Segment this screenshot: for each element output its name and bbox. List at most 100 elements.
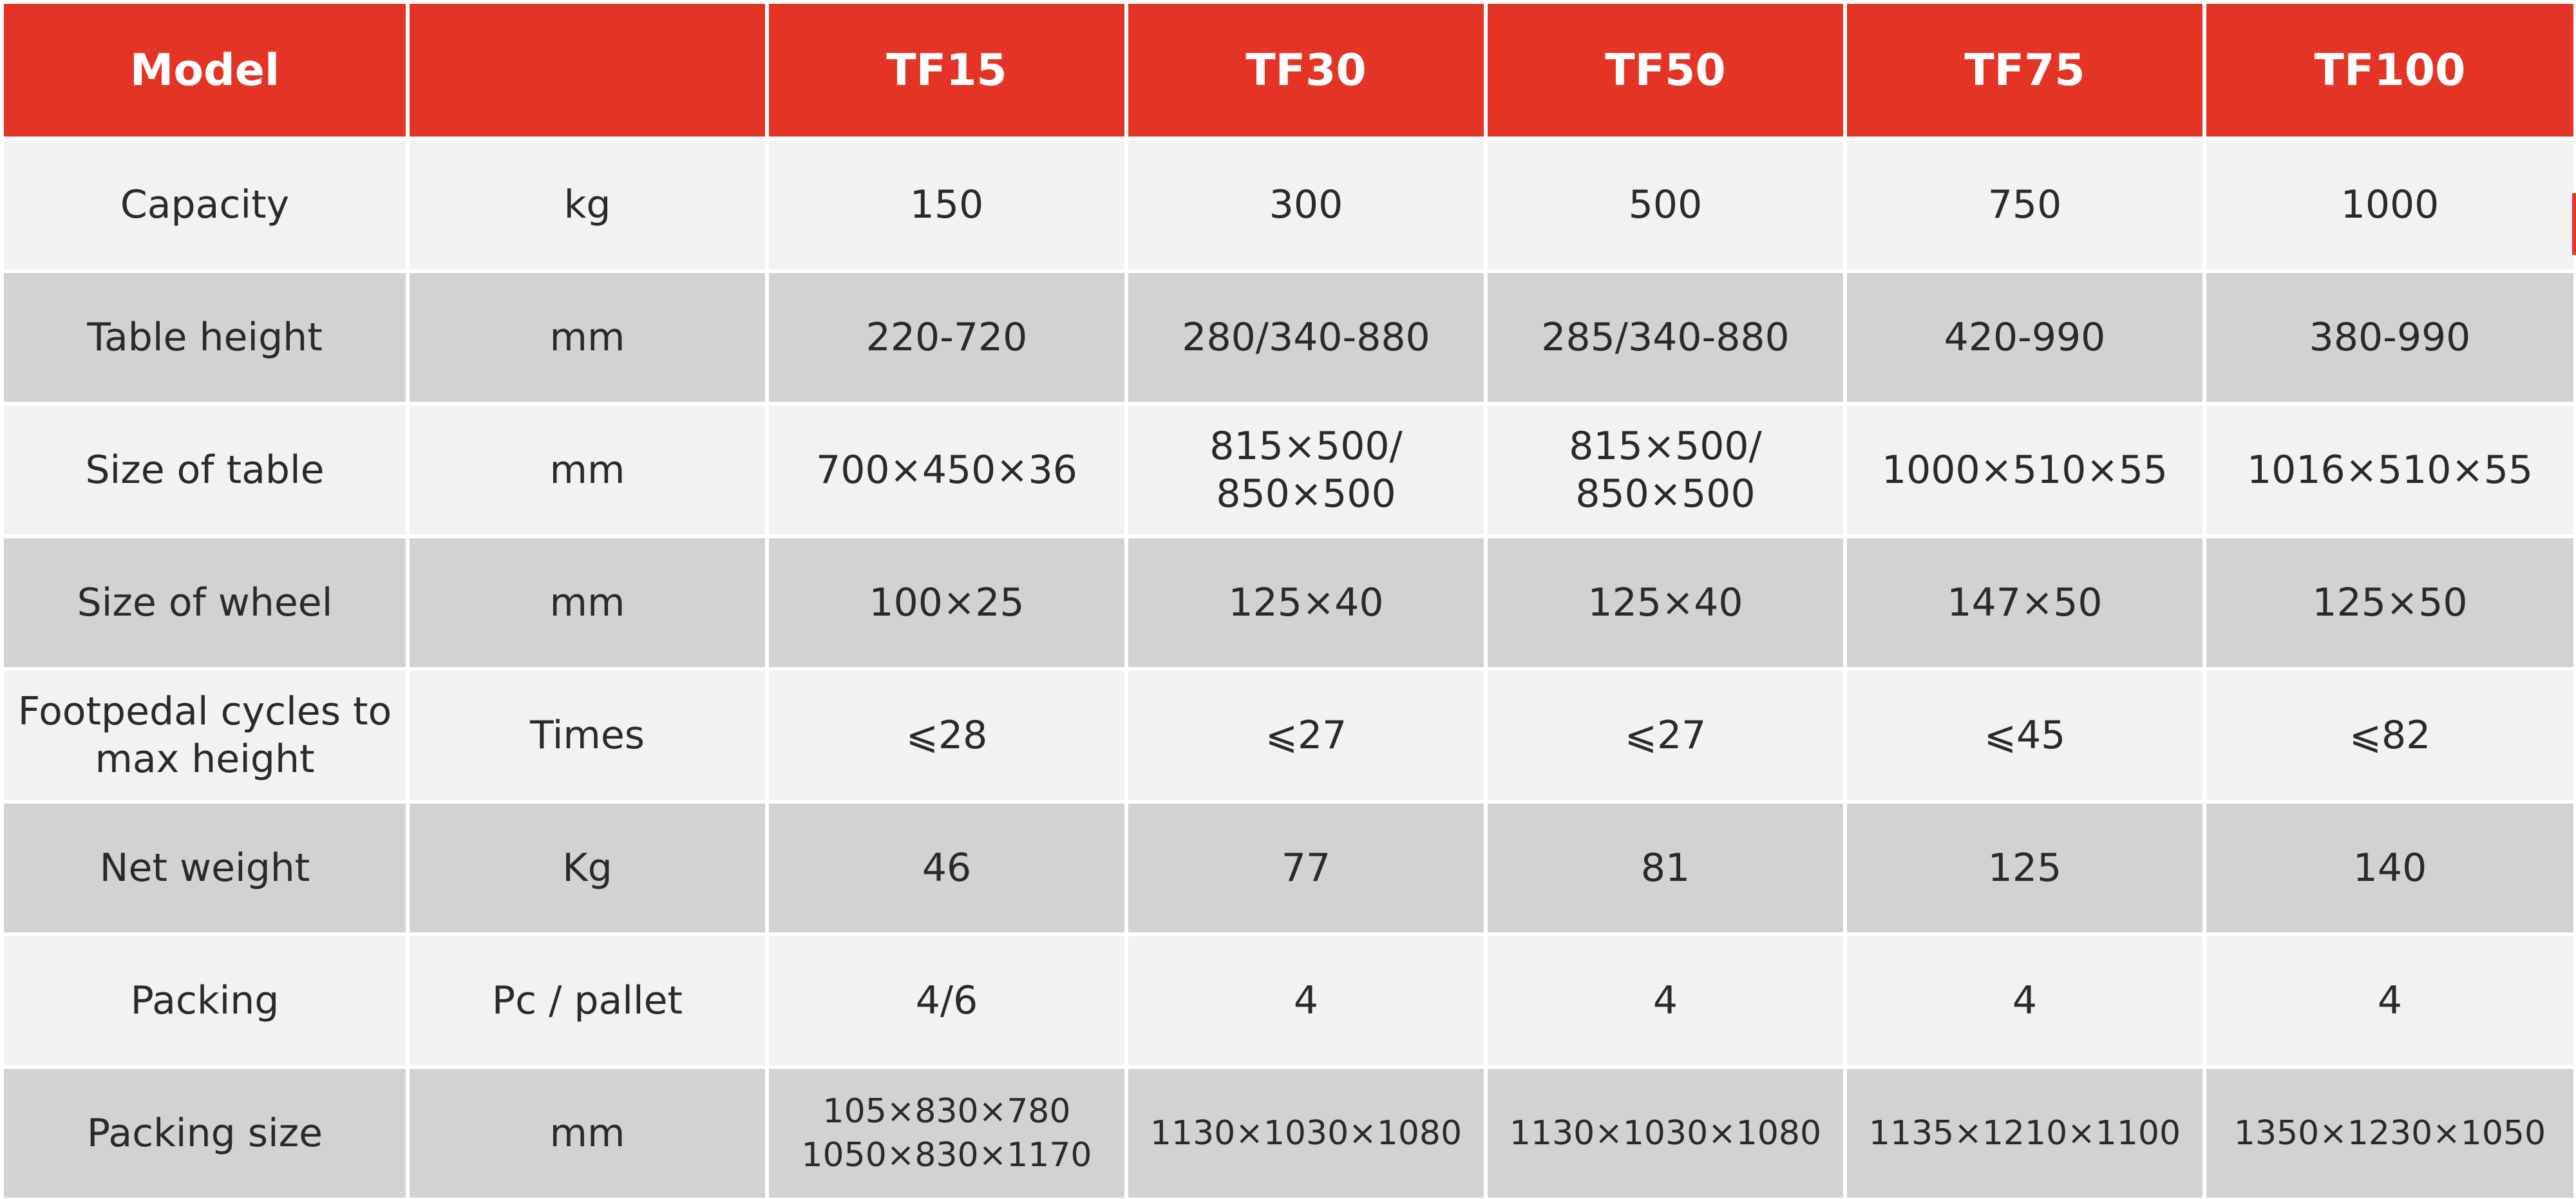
row-value-cell: 100×25	[765, 534, 1128, 671]
row-parameter: Size of table	[0, 402, 410, 538]
cell-value: 4	[2012, 978, 2038, 1023]
cell-value: 750	[1987, 182, 2062, 227]
cell-value: 4	[1293, 978, 1319, 1023]
row-unit: Kg	[406, 800, 769, 936]
row-value-cell: 285/340-880	[1484, 269, 1847, 406]
cell-value: ⩽27	[1624, 713, 1707, 758]
row-value-cell: 700×450×36	[765, 402, 1128, 538]
row-value-cell: 46	[765, 800, 1128, 936]
header-model-tf50: TF50	[1484, 0, 1847, 140]
row-parameter: Capacity	[0, 137, 410, 273]
row-value-cell: 815×500/850×500	[1124, 402, 1488, 538]
spec-body: Capacity kg 150 300 500 750 1000 Table height mm…	[0, 137, 2576, 1199]
row-unit: mm	[406, 269, 769, 406]
cell-value: 1130×1030×1080	[1150, 1114, 1463, 1153]
row-value-cell: 220-720	[765, 269, 1128, 406]
row-value-cell: 380-990	[2202, 269, 2576, 406]
header-model-tf100: TF100	[2202, 0, 2576, 140]
cell-value: 4	[2377, 978, 2403, 1023]
row-value-cell: 81	[1484, 800, 1847, 936]
row-value-cell: ⩽27	[1124, 667, 1488, 804]
cell-value: 4/6	[915, 978, 978, 1023]
row-value-cell: 4	[1124, 932, 1488, 1069]
cell-value: 1350×1230×1050	[2233, 1114, 2546, 1153]
row-parameter: Table height	[0, 269, 410, 406]
edge-accent-mark	[2572, 193, 2576, 255]
table-row: Size of wheel mm 100×25 125×40 125×40 147×50 1…	[0, 534, 2576, 671]
row-unit: mm	[406, 534, 769, 671]
row-value-cell: ⩽45	[1843, 667, 2206, 804]
cell-value: ⩽45	[1984, 713, 2066, 758]
row-value-cell: 4	[1484, 932, 1847, 1069]
row-value-cell: 1016×510×55	[2202, 402, 2576, 538]
row-value-cell: ⩽27	[1484, 667, 1847, 804]
table-row: Size of table mm 700×450×36 815×500/850×500…	[0, 402, 2576, 538]
row-unit: mm	[406, 1065, 769, 1199]
cell-value: 850×500	[1575, 471, 1756, 516]
row-value-cell: 77	[1124, 800, 1488, 936]
cell-value: 150	[909, 182, 984, 227]
cell-value: 500	[1628, 182, 1703, 227]
cell-value: 1000	[2340, 182, 2439, 227]
cell-value: 1016×510×55	[2246, 448, 2533, 493]
cell-value: 380-990	[2309, 315, 2471, 360]
header-model-tf15: TF15	[765, 0, 1128, 140]
row-value-cell: 4	[2202, 932, 2576, 1069]
row-value-cell: 140	[2202, 800, 2576, 936]
row-parameter: Packing	[0, 932, 410, 1069]
cell-value: 46	[922, 845, 972, 891]
row-value-cell: 147×50	[1843, 534, 2206, 671]
row-value-cell: 300	[1124, 137, 1488, 273]
row-unit: kg	[406, 137, 769, 273]
cell-value: 700×450×36	[816, 448, 1077, 493]
row-value-cell: 125×40	[1124, 534, 1488, 671]
header-model-tf75: TF75	[1843, 0, 2206, 140]
row-value-cell: 815×500/850×500	[1484, 402, 1847, 538]
table-row: Table height mm 220-720 280/340-880 285/340-…	[0, 269, 2576, 406]
cell-value: 815×500/	[1209, 424, 1403, 469]
table-row: Capacity kg 150 300 500 750 1000	[0, 137, 2576, 273]
row-unit: Times	[406, 667, 769, 804]
row-unit: Pc / pallet	[406, 932, 769, 1069]
row-value-cell: 150	[765, 137, 1128, 273]
cell-value: 125	[1987, 845, 2062, 891]
cell-value: 420-990	[1944, 315, 2106, 360]
cell-value: 140	[2353, 845, 2427, 891]
cell-value: 300	[1269, 182, 1343, 227]
cell-value: 105×830×780	[822, 1092, 1071, 1131]
cell-value: 81	[1640, 845, 1690, 891]
row-value-cell: 420-990	[1843, 269, 2206, 406]
cell-value: 220-720	[866, 315, 1028, 360]
table-row: Net weight Kg 46 77 81 125 140	[0, 800, 2576, 936]
row-value-cell: 4	[1843, 932, 2206, 1069]
cell-value: 815×500/	[1569, 424, 1762, 469]
cell-value: 1000×510×55	[1881, 448, 2168, 493]
row-value-cell: 500	[1484, 137, 1847, 273]
header-unit-label	[406, 0, 769, 140]
cell-value: 1135×1210×1100	[1868, 1114, 2181, 1153]
cell-value: ⩽27	[1265, 713, 1347, 758]
row-value-cell: 125×50	[2202, 534, 2576, 671]
row-value-cell: 125×40	[1484, 534, 1847, 671]
row-value-cell: 1130×1030×1080	[1484, 1065, 1847, 1199]
cell-value: 125×40	[1587, 580, 1743, 625]
row-parameter: Size of wheel	[0, 534, 410, 671]
cell-value: 280/340-880	[1182, 315, 1430, 360]
row-unit: mm	[406, 402, 769, 538]
cell-value: ⩽82	[2349, 713, 2431, 758]
row-value-cell: ⩽28	[765, 667, 1128, 804]
row-value-cell: 750	[1843, 137, 2206, 273]
header-row: Model TF15 TF30 TF50 TF75 TF100	[0, 0, 2576, 140]
cell-value: 1130×1030×1080	[1509, 1114, 1822, 1153]
table-row: Packing size mm 105×830×780 1050×830×1170 11…	[0, 1065, 2576, 1199]
cell-value: 147×50	[1947, 580, 2103, 625]
row-value-cell: 1350×1230×1050	[2202, 1065, 2576, 1199]
cell-value: 125×40	[1228, 580, 1384, 625]
row-value-cell: 4/6	[765, 932, 1128, 1069]
row-parameter: Footpedal cycles to max height	[0, 667, 410, 804]
cell-value: 77	[1281, 845, 1331, 891]
row-value-cell: 1000×510×55	[1843, 402, 2206, 538]
cell-value: 100×25	[869, 580, 1025, 625]
cell-value: 1050×830×1170	[801, 1136, 1092, 1175]
